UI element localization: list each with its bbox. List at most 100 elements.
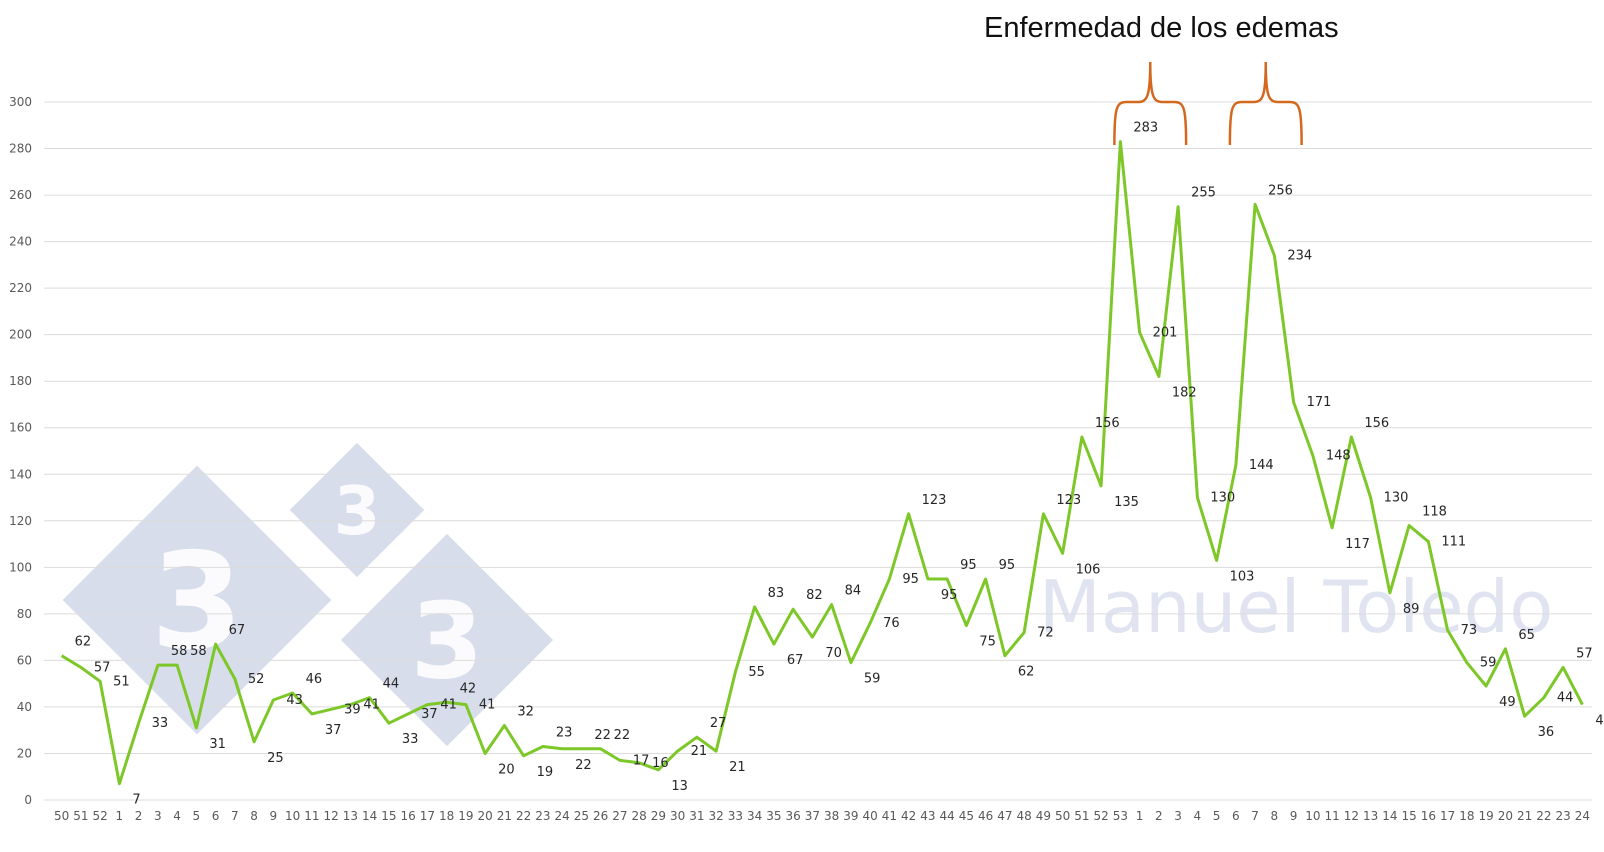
data-label: 59 [864, 672, 881, 687]
x-tick-label: 3 [1174, 809, 1182, 823]
data-label: 95 [999, 558, 1016, 573]
x-tick-label: 7 [1251, 809, 1259, 823]
data-label: 57 [94, 660, 111, 675]
data-label: 123 [1056, 493, 1081, 508]
data-label: 55 [748, 665, 765, 680]
x-tick-label: 12 [323, 809, 338, 823]
x-tick-label: 36 [785, 809, 800, 823]
x-tick-label: 23 [535, 809, 550, 823]
data-label: 95 [902, 572, 919, 587]
data-label: 58 [190, 644, 207, 659]
y-tick-label: 20 [17, 746, 32, 760]
data-label: 182 [1172, 386, 1197, 401]
data-label: 130 [1210, 491, 1235, 506]
x-tick-label: 51 [73, 809, 88, 823]
x-tick-label: 48 [1016, 809, 1031, 823]
x-tick-label: 31 [689, 809, 704, 823]
watermark-text: Manuel Toledo [1039, 565, 1554, 649]
x-tick-label: 38 [824, 809, 839, 823]
data-label: 95 [960, 558, 977, 573]
y-tick-label: 240 [9, 235, 32, 249]
data-label: 31 [209, 737, 226, 752]
x-tick-label: 50 [54, 809, 69, 823]
data-label: 22 [614, 728, 631, 743]
x-tick-label: 49 [1036, 809, 1051, 823]
x-tick-label: 44 [939, 809, 954, 823]
data-label: 234 [1287, 249, 1312, 264]
data-label: 73 [1461, 623, 1478, 638]
data-label: 83 [768, 586, 785, 601]
data-label: 255 [1191, 186, 1216, 201]
data-label: 23 [556, 725, 573, 740]
x-tick-label: 24 [554, 809, 569, 823]
data-label: 22 [575, 758, 592, 773]
data-label: 39 [344, 702, 361, 717]
data-label: 118 [1422, 504, 1447, 519]
series-layer [60, 140, 1584, 786]
data-label: 7 [132, 793, 140, 808]
x-tick-label: 11 [1324, 809, 1339, 823]
data-label: 156 [1364, 416, 1389, 431]
x-tick-label: 42 [901, 809, 916, 823]
x-tick-label: 53 [1113, 809, 1128, 823]
x-tick-label: 52 [1093, 809, 1108, 823]
bracket [1113, 61, 1188, 146]
data-label: 82 [806, 588, 823, 603]
data-label: 27 [710, 716, 727, 731]
x-tick-label: 1 [1136, 809, 1144, 823]
x-tick-label: 3 [154, 809, 162, 823]
logo-digit: 3 [410, 581, 483, 703]
x-tick-label: 22 [516, 809, 531, 823]
data-label: 25 [267, 751, 284, 766]
x-tick-label: 5 [193, 809, 201, 823]
x-tick-label: 2 [1155, 809, 1163, 823]
y-tick-label: 80 [17, 607, 32, 621]
x-tick-label: 39 [843, 809, 858, 823]
y-tick-label: 180 [9, 374, 32, 388]
data-label: 67 [787, 653, 804, 668]
data-label: 21 [691, 744, 708, 759]
data-label: 148 [1326, 449, 1351, 464]
data-label: 41 [479, 698, 496, 713]
x-tick-label: 21 [1517, 809, 1532, 823]
data-label: 135 [1114, 495, 1139, 510]
data-label: 106 [1076, 562, 1101, 577]
y-tick-label: 40 [17, 700, 32, 714]
x-tick-label: 43 [920, 809, 935, 823]
data-label: 62 [1018, 665, 1035, 680]
data-label: 19 [537, 765, 554, 780]
x-tick-label: 25 [574, 809, 589, 823]
x-tick-label: 29 [651, 809, 666, 823]
data-label: 49 [1499, 695, 1516, 710]
x-tick-label: 8 [1271, 809, 1279, 823]
x-tick-label: 22 [1536, 809, 1551, 823]
x-tick-label: 52 [92, 809, 107, 823]
x-tick-label: 51 [1074, 809, 1089, 823]
x-tick-label: 37 [805, 809, 820, 823]
data-label: 103 [1230, 569, 1255, 584]
data-label: 43 [286, 693, 303, 708]
y-tick-label: 300 [9, 95, 32, 109]
data-label: 89 [1403, 602, 1420, 617]
data-label: 16 [652, 756, 669, 771]
data-label: 41 [440, 698, 457, 713]
logo-diamond [62, 465, 332, 735]
data-label: 58 [171, 644, 188, 659]
data-label: 75 [979, 635, 996, 650]
x-tick-label: 14 [362, 809, 377, 823]
y-tick-label: 160 [9, 421, 32, 435]
data-label: 42 [460, 681, 477, 696]
data-label: 130 [1384, 491, 1409, 506]
x-tick-label: 6 [1232, 809, 1240, 823]
data-label: 13 [671, 779, 688, 794]
y-tick-label: 120 [9, 514, 32, 528]
x-tick-label: 30 [670, 809, 685, 823]
y-tick-label: 220 [9, 281, 32, 295]
x-tick-label: 17 [1440, 809, 1455, 823]
axes: 0204060801001201401601802002202402602803… [9, 95, 1590, 823]
x-tick-label: 35 [766, 809, 781, 823]
data-label: 123 [922, 493, 947, 508]
data-label: 33 [402, 732, 419, 747]
